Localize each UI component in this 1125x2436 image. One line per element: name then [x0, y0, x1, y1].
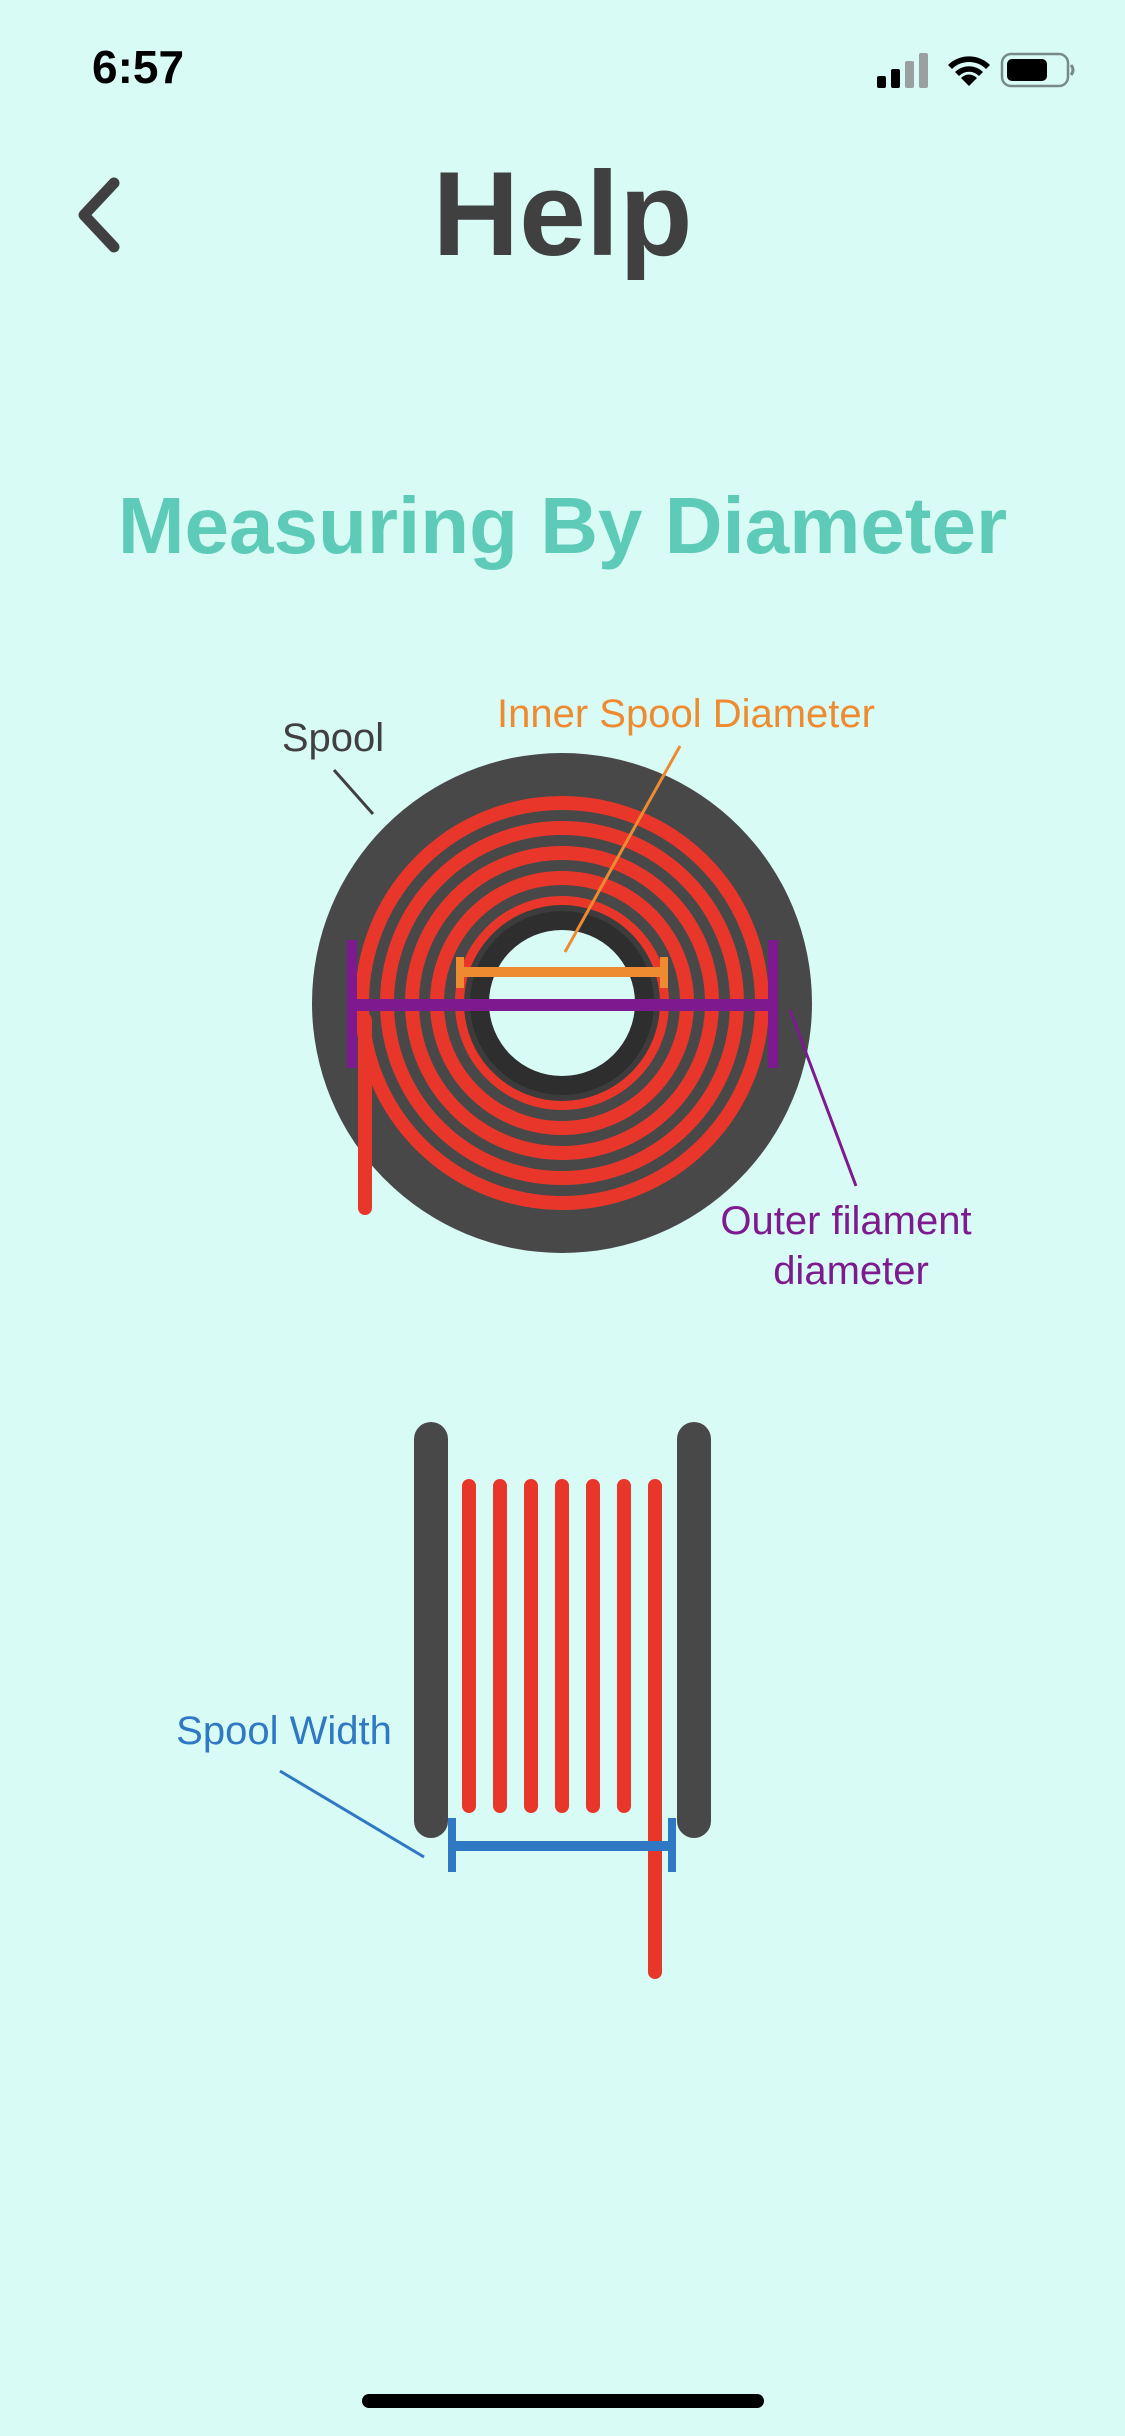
filament-windings	[462, 1479, 662, 1979]
section-title: Measuring By Diameter	[117, 481, 1008, 570]
status-bar: 6:57	[0, 0, 1125, 140]
spool-flange-right	[677, 1422, 711, 1838]
status-icons	[877, 52, 1075, 88]
outer-diameter-label-line2: diameter	[773, 1249, 929, 1293]
spool-label: Spool	[282, 716, 384, 760]
inner-diameter-label: Inner Spool Diameter	[497, 692, 875, 736]
spool-flange-left	[414, 1422, 448, 1838]
inner-diameter-marker	[456, 745, 682, 988]
home-indicator[interactable]	[362, 2394, 764, 2408]
nav-bar: Help	[0, 140, 1125, 290]
outer-diameter-label-line1: Outer filament	[720, 1199, 971, 1243]
battery-icon	[1000, 52, 1075, 88]
status-time: 6:57	[92, 41, 185, 93]
page-title: Help	[432, 147, 693, 281]
back-button[interactable]	[60, 160, 140, 270]
chevron-left-icon	[78, 177, 120, 253]
spool-width-marker	[279, 1769, 676, 1872]
spool-front-view: Spool Inner Spool Diameter Outer filamen…	[282, 692, 972, 1293]
cellular-signal-icon	[877, 53, 928, 88]
outer-diameter-marker	[347, 940, 858, 1187]
spool-pointer	[332, 769, 375, 815]
spool-width-label: Spool Width	[176, 1709, 392, 1753]
spool-side-view: Spool Width	[176, 1422, 711, 1979]
wifi-icon	[948, 56, 990, 86]
